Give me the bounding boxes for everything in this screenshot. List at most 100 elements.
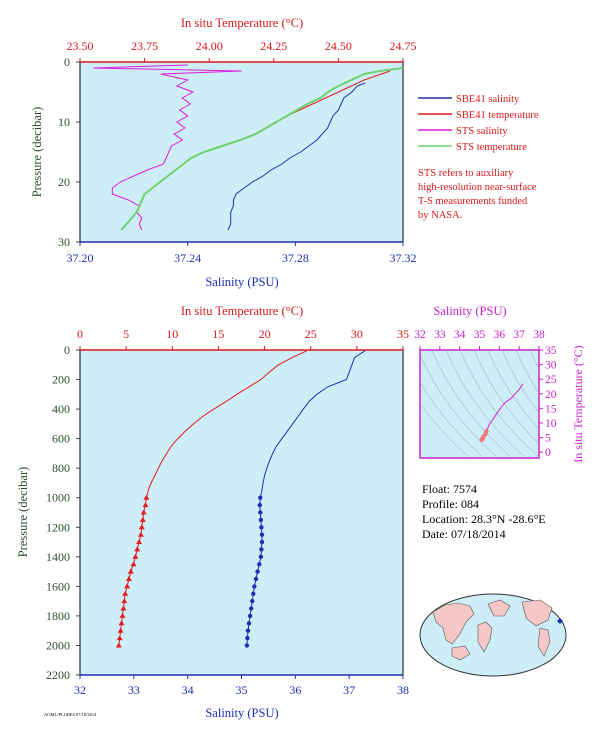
full-pressure-tick-label: 0 [64, 343, 70, 357]
sts-note-line-2: high-resolution near-surface [418, 182, 537, 193]
continent-africa [477, 621, 493, 653]
ts-contour-line [420, 381, 485, 458]
surface-profile-chart: In situ Temperature (°C) Salinity (PSU) … [30, 16, 417, 289]
full-sal-tick-label: 32 [74, 683, 86, 697]
full-salinity-marker [252, 584, 257, 589]
full-temp-tick-label: 5 [123, 327, 129, 341]
ts-temp-tick-label: 30 [545, 360, 557, 372]
surface-pressure-tick-label: 10 [58, 115, 70, 129]
ts-contour-line [431, 350, 513, 458]
full-salinity-marker [249, 606, 254, 611]
ts-salinity-axis-title: Salinity (PSU) [433, 304, 506, 318]
surface-series-sbe41-salinity [227, 82, 366, 231]
ts-temperature-axis-title: In situ Temperature (°C) [571, 345, 585, 462]
full-sal-tick-label: 36 [289, 683, 301, 697]
map-continents [432, 599, 553, 661]
ts-contour-line [501, 350, 539, 414]
ts-sal-tick-label: 35 [474, 329, 486, 341]
ts-plot-area [419, 349, 540, 459]
full-pressure-tick-label: 800 [52, 461, 70, 475]
full-temperature-marker [130, 561, 137, 567]
full-temp-tick-label: 30 [351, 327, 363, 341]
ts-contour-line [459, 350, 539, 458]
full-temp-tick-label: 10 [166, 327, 178, 341]
full-salinity-marker [258, 495, 263, 500]
full-temperature-marker [121, 598, 128, 604]
ts-contour-line [445, 350, 527, 458]
continent-asia [432, 602, 475, 645]
continent-australia [451, 645, 471, 661]
ts-sal-tick-label: 38 [533, 329, 545, 341]
full-series [115, 350, 366, 648]
ts-contour-line [473, 350, 539, 445]
full-pressure-axis-title: Pressure (decibar) [16, 467, 30, 558]
full-temperature-marker [134, 546, 141, 552]
full-pressure-tick-label: 1600 [46, 579, 70, 593]
full-salinity-marker [259, 547, 264, 552]
location-text: Location: 28.3°N -28.6°E [422, 512, 546, 526]
sts-note: STS refers to auxiliary high-resolution … [418, 168, 537, 221]
legend-label-sbe41-salinity: SBE41 salinity [456, 94, 520, 105]
full-pressure-tick-label: 600 [52, 432, 70, 446]
ts-temp-tick-label: 0 [545, 447, 551, 459]
ts-contour-line [420, 353, 499, 458]
ts-series [479, 383, 524, 443]
full-temperature-marker [136, 539, 143, 544]
ts-sal-tick-label: 32 [414, 329, 426, 341]
surface-pressure-tick-label: 0 [64, 55, 70, 69]
full-pressure-tick-label: 2000 [46, 638, 70, 652]
ts-density-contours [420, 350, 539, 458]
legend: SBE41 salinity SBE41 temperature STS sal… [418, 94, 539, 153]
full-salinity-marker [257, 502, 262, 508]
ts-temp-tick-label: 25 [545, 374, 557, 386]
full-salinity-marker [258, 510, 263, 515]
date-text: Date: 07/18/2014 [422, 527, 506, 541]
ts-temp-tick-label: 20 [545, 389, 557, 401]
full-temperature-axis-title: In situ Temperature (°C) [181, 304, 303, 318]
ts-contour-line [529, 350, 539, 370]
ts-sal-tick-label: 34 [454, 329, 466, 341]
ts-temp-tick-label: 15 [545, 403, 557, 415]
full-temperature-marker [117, 627, 124, 633]
full-profile-chart: In situ Temperature (°C) Salinity (PSU) … [16, 304, 409, 720]
full-temperature-marker [115, 642, 122, 648]
footer-code: AOML/PLGRP4 07/18/2014 [44, 712, 97, 717]
surface-salinity-axis-title: Salinity (PSU) [205, 275, 278, 289]
full-sal-tick-label: 34 [182, 683, 194, 697]
sts-note-line-3: T-S measurements funded [418, 196, 528, 207]
full-temperature-marker [122, 590, 129, 596]
full-temperature-marker [140, 509, 147, 515]
ts-sal-tick-label: 37 [513, 329, 525, 341]
surface-temp-tick-label: 23.50 [67, 39, 94, 53]
full-pressure-tick-label: 200 [52, 373, 70, 387]
full-salinity-marker [259, 539, 265, 545]
continent-north-america [521, 599, 553, 627]
surface-sal-tick-label: 37.32 [390, 251, 417, 265]
full-temp-tick-label: 35 [397, 327, 409, 341]
ts-tick-labels: 32 33 34 35 36 37 38 0 5 10 15 20 25 30 35 [414, 329, 557, 459]
surface-temp-tick-label: 23.75 [131, 39, 158, 53]
full-salinity-marker [255, 569, 260, 574]
continent-south-america [537, 627, 551, 657]
full-temperature-marker [143, 494, 150, 500]
full-plot-area [79, 349, 404, 676]
ts-contour-line [487, 350, 539, 430]
surface-pressure-axis-title: Pressure (decibar) [30, 107, 44, 198]
legend-label-sts-temperature: STS temperature [456, 142, 527, 153]
surface-series-sts-temperature [120, 67, 404, 231]
full-tick-labels: 0 5 10 15 20 25 30 35 32 33 34 35 36 37 38 0 200 400 600 80… [46, 327, 409, 697]
full-temperature-marker [118, 620, 125, 626]
full-salinity-marker [250, 598, 255, 604]
legend-label-sbe41-temperature: SBE41 temperature [456, 110, 539, 121]
full-salinity-marker [244, 643, 250, 648]
surface-pressure-tick-label: 30 [58, 235, 70, 249]
surface-temperature-axis-title: In situ Temperature (°C) [181, 16, 303, 30]
full-salinity-marker [258, 517, 264, 523]
full-temperature-marker [132, 553, 139, 559]
full-temperature-marker [120, 605, 127, 611]
full-pressure-tick-label: 400 [52, 402, 70, 416]
full-temperature-marker [127, 568, 134, 574]
full-temperature-marker [139, 516, 146, 522]
full-pressure-tick-label: 1000 [46, 491, 70, 505]
